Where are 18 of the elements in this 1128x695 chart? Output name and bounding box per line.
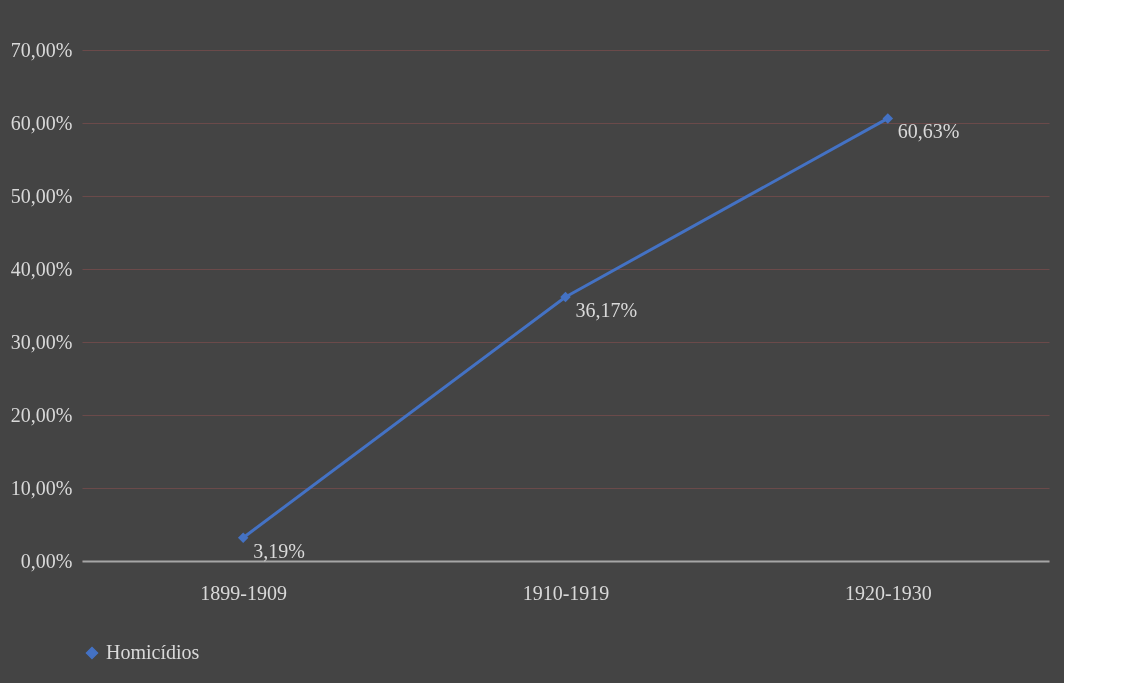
point [560,291,571,303]
data-label: 36,17% [575,298,638,321]
y-tick-label: 60,00% [10,111,73,134]
y-tick-label: 70,00% [10,38,73,61]
data-label: 60,63% [897,120,960,143]
point [237,532,249,543]
point [882,113,894,124]
x-tick-label: 1910-1919 [522,581,610,604]
y-tick-label: 50,00% [10,184,73,207]
x-tick-label: 1920-1930 [845,581,932,604]
y-tick-label: 40,00% [10,257,73,280]
y-tick-label: 30,00% [10,330,73,353]
y-tick-label: 20,00% [10,403,73,426]
y-tick-label: 0,00% [20,549,73,572]
legend-label: Homicídios [106,641,200,663]
y-tick-label: 10,00% [10,476,73,499]
x-tick-label: 1899-1909 [200,581,287,604]
data-label: 3,19% [253,539,305,562]
